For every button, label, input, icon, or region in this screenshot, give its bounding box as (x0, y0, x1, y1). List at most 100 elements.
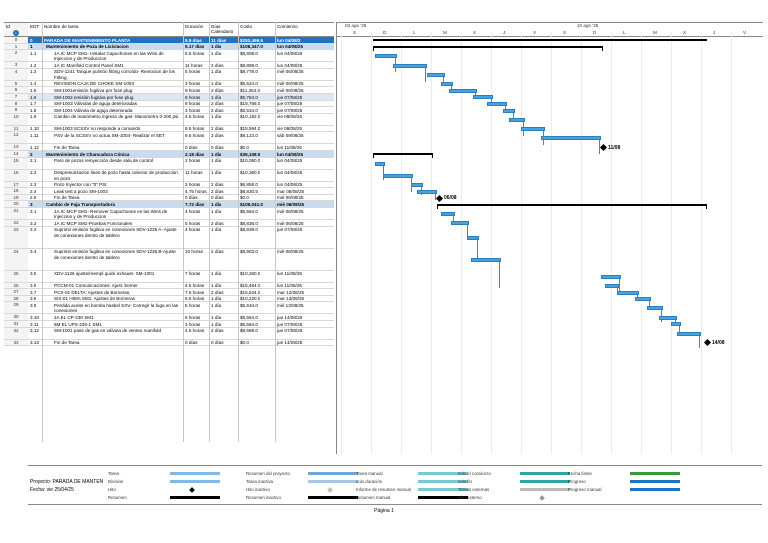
milestone-marker[interactable] (435, 194, 444, 202)
table-row[interactable]: 3.6 PCCM-01 Comunicaciones: Ajust. borner… (28, 283, 334, 290)
row-number[interactable]: 20 (4, 201, 28, 208)
task-bar[interactable] (635, 297, 651, 302)
row-number[interactable]: 27 (4, 289, 28, 296)
table-row[interactable]: 1 Mantenimiento de Poza de Lixiviacion 5.1… (28, 43, 334, 51)
table-row[interactable]: 3.3 Suprimir emisión fugitiva en conexion… (28, 227, 334, 249)
row-number[interactable]: 12 (4, 132, 28, 145)
task-bar[interactable] (647, 306, 663, 311)
row-number[interactable]: 30 (4, 314, 28, 321)
table-row[interactable]: 3.7 PCS-01 DELTA: Ajustes de Borneras. 7.5… (28, 289, 334, 296)
row-number[interactable]: 4 (4, 68, 28, 81)
row-number[interactable]: 23 (4, 226, 28, 249)
row-number[interactable]: 24 (4, 248, 28, 271)
task-bar[interactable] (427, 72, 445, 77)
row-number[interactable]: 31 (4, 321, 28, 328)
row-number[interactable]: 26 (4, 282, 28, 290)
task-bar[interactable] (473, 95, 493, 100)
task-bar[interactable] (393, 63, 427, 68)
task-bar[interactable] (659, 315, 677, 320)
table-row[interactable]: 0 PARADA DE MANTENIMIENTO PLANTA 8.9 días 1… (28, 37, 334, 44)
task-bar[interactable] (467, 235, 479, 240)
task-bar[interactable] (383, 173, 413, 178)
table-row[interactable]: 1.6 SM-1002 emisión fugitiva por fuse plu… (28, 94, 334, 101)
table-row[interactable]: 3.11 6M EL UPS-230-1 SM1 3 horas 1 día $5,58… (28, 321, 334, 328)
task-bar[interactable] (471, 257, 501, 262)
row-number[interactable]: 7 (4, 94, 28, 101)
task-bar[interactable] (601, 274, 621, 279)
row-number[interactable]: 1 (4, 43, 28, 51)
task-bar[interactable] (605, 283, 619, 288)
task-bar[interactable] (541, 136, 601, 141)
table-row[interactable]: 3.5 XDV-1126 ajuste/reempl quick exhaust-… (28, 271, 334, 283)
row-number[interactable]: 18 (4, 188, 28, 195)
row-number[interactable]: 21 (4, 208, 28, 220)
table-row[interactable]: 3.10 2A EL CP-230 SM1 6 horas 1 día $5,584.0… (28, 314, 334, 321)
project-summary-bar[interactable] (373, 39, 707, 42)
task-bar[interactable] (441, 212, 455, 216)
task-bar[interactable] (375, 161, 385, 166)
row-number[interactable]: 33 (4, 339, 28, 347)
summary-bar[interactable] (373, 45, 603, 51)
table-row[interactable]: 1.4 REVISION CAJA DE CHOKE SM-1003 3 horas… (28, 81, 334, 88)
row-number[interactable]: 3 (4, 62, 28, 69)
table-row[interactable]: 3 Cambio de Faja Transportadora 7.72 días 1… (28, 201, 334, 208)
table-row[interactable]: 1.3 SDV-1241 Tanque pulmón fitting corroí… (28, 69, 334, 81)
table-row[interactable]: 1.7 SM-1003 Válvulas de aguja deteriorada… (28, 101, 334, 108)
summary-bar[interactable] (437, 203, 707, 209)
table-row[interactable]: 2.4 Leak test a pozo SM-1003 4.75 horas 2 d… (28, 188, 334, 195)
task-bar[interactable] (411, 182, 423, 187)
row-number[interactable]: 6 (4, 87, 28, 94)
task-bar[interactable] (503, 108, 515, 113)
row-number[interactable]: 14 (4, 151, 28, 158)
task-bar[interactable] (417, 189, 437, 194)
task-bar[interactable] (449, 88, 477, 93)
table-row[interactable]: 3.1 1A IC MCP SM1- Remover Capuchones en … (28, 208, 334, 220)
table-row[interactable]: 1.9 Cambio de manómetro ingreso de gas- M… (28, 114, 334, 126)
table-row[interactable]: 1.8 SM-1004 Válvula de aguja deteriorada 3… (28, 107, 334, 114)
table-row[interactable]: 2.5 Fin de Tarea 0 días 0 días $0.0 mié 06/08… (28, 195, 334, 202)
table-row[interactable]: 2.1 Paro de pozos reinyección desde sala … (28, 158, 334, 170)
row-number[interactable]: 0 (4, 37, 28, 44)
task-bar[interactable] (451, 221, 469, 226)
task-bar[interactable] (617, 290, 639, 295)
task-bar[interactable] (671, 322, 681, 327)
row-number[interactable]: 8 (4, 100, 28, 108)
table-row[interactable]: 3.2 1A IC MCP SM1-Pruebas Funcionales 5 ho… (28, 220, 334, 227)
task-bar[interactable] (509, 117, 525, 122)
table-row[interactable]: 1.2 1A IC Manifold Control Panel SM1 11 ho… (28, 62, 334, 69)
task-bar[interactable] (521, 127, 545, 132)
table-row[interactable]: 2 Mantenimiento de Chancadora Cónica 2.18 … (28, 151, 334, 158)
row-number[interactable]: 2 (4, 50, 28, 63)
table-row[interactable]: 3.13 Fin de Tarea 0 días 0 días $0.0 jue 14/0… (28, 340, 334, 347)
row-number[interactable]: 11 (4, 125, 28, 133)
table-row[interactable]: 1.1 1A IC MCP SM1- Instalar Capuchones en… (28, 50, 334, 63)
row-number[interactable]: 5 (4, 80, 28, 88)
task-bar[interactable] (677, 331, 701, 336)
table-row[interactable]: 1.11 PSV de la SCSSV no actua SM-1004- Re… (28, 132, 334, 145)
row-number[interactable]: 16 (4, 169, 28, 182)
row-number[interactable]: 19 (4, 194, 28, 202)
row-number[interactable]: 29 (4, 302, 28, 315)
table-row[interactable]: 3.9 Perdida aceite en bomba hasbel SXV- C… (28, 302, 334, 315)
row-number[interactable]: 9 (4, 107, 28, 114)
milestone-marker[interactable] (703, 339, 712, 347)
task-bar[interactable] (375, 54, 397, 59)
row-number[interactable]: 25 (4, 270, 28, 283)
table-row[interactable]: 2.2 Despresurizacion lines de pozo hasta … (28, 170, 334, 182)
row-number[interactable]: 10 (4, 113, 28, 126)
table-row[interactable]: 3.8 SIS-01 HIMA SM1: Ajustes de Borneras 5… (28, 296, 334, 303)
milestone-marker[interactable] (599, 144, 608, 152)
row-number[interactable]: 32 (4, 327, 28, 340)
row-number[interactable]: 13 (4, 144, 28, 151)
table-row[interactable]: 3.4 Suprimir emisión fugitiva en conexion… (28, 249, 334, 271)
row-number[interactable]: 15 (4, 157, 28, 170)
row-number[interactable]: 28 (4, 295, 28, 303)
task-bar[interactable] (487, 101, 507, 106)
row-number[interactable]: 17 (4, 181, 28, 189)
table-row[interactable]: 1.10 SM-1003 SCSSV no responde a comando 8… (28, 126, 334, 133)
table-row[interactable]: 1.5 SM-1001emisión fugitiva por fuse plug… (28, 87, 334, 94)
table-row[interactable]: 1.12 Fin de Tarea 0 días 0 días $0.0 lun 11/0… (28, 144, 334, 151)
table-row[interactable]: 3.12 SM-1001 pase de gas en válvula de ve… (28, 328, 334, 340)
row-number[interactable]: 22 (4, 220, 28, 227)
table-row[interactable]: 2.3 Pozo Inyector con "0" PSI 3 horas 2 día… (28, 182, 334, 189)
